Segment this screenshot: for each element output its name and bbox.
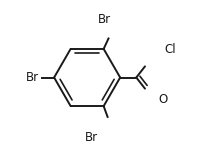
Text: Br: Br	[85, 131, 98, 144]
Text: O: O	[158, 93, 167, 106]
Text: Br: Br	[98, 13, 111, 26]
Text: Br: Br	[26, 71, 39, 84]
Text: Cl: Cl	[163, 43, 175, 56]
